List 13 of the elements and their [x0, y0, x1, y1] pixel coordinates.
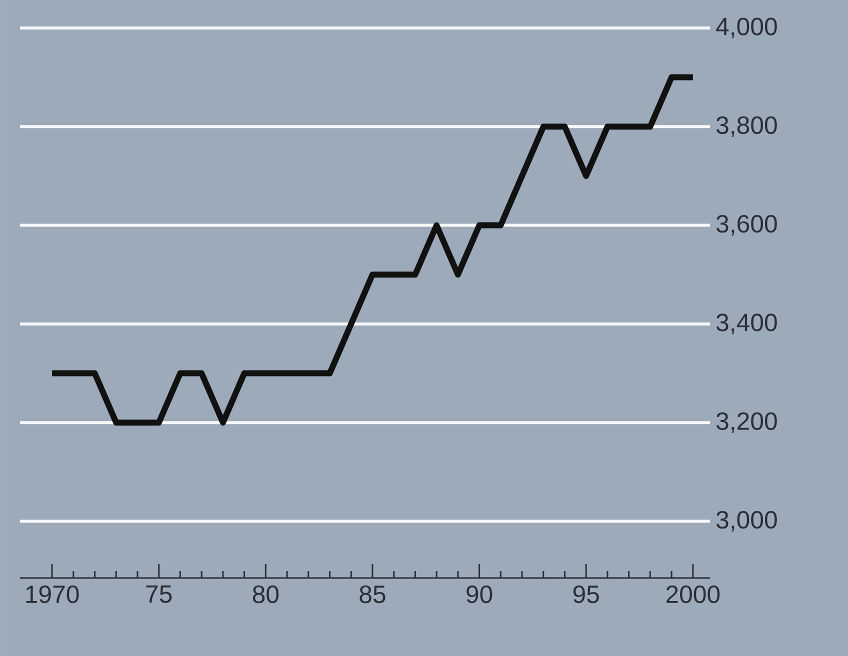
x-tick-label: 90 — [466, 586, 492, 604]
x-tick-label: 85 — [360, 586, 386, 604]
y-tick-label: 3,600 — [716, 215, 777, 236]
x-tick-label: 80 — [252, 586, 279, 604]
y-tick-label: 3,000 — [716, 510, 777, 532]
x-tick-label: 2000 — [666, 586, 720, 604]
x-tick-label: 75 — [146, 586, 172, 603]
x-tick-label: 1970 — [26, 586, 79, 604]
y-tick-label: 3,400 — [716, 314, 777, 334]
y-tick-label: 3,200 — [716, 412, 777, 433]
x-tick-label: 95 — [573, 586, 599, 604]
y-tick-label: 3,800 — [716, 116, 777, 137]
y-tick-label: 4,000 — [716, 18, 777, 38]
